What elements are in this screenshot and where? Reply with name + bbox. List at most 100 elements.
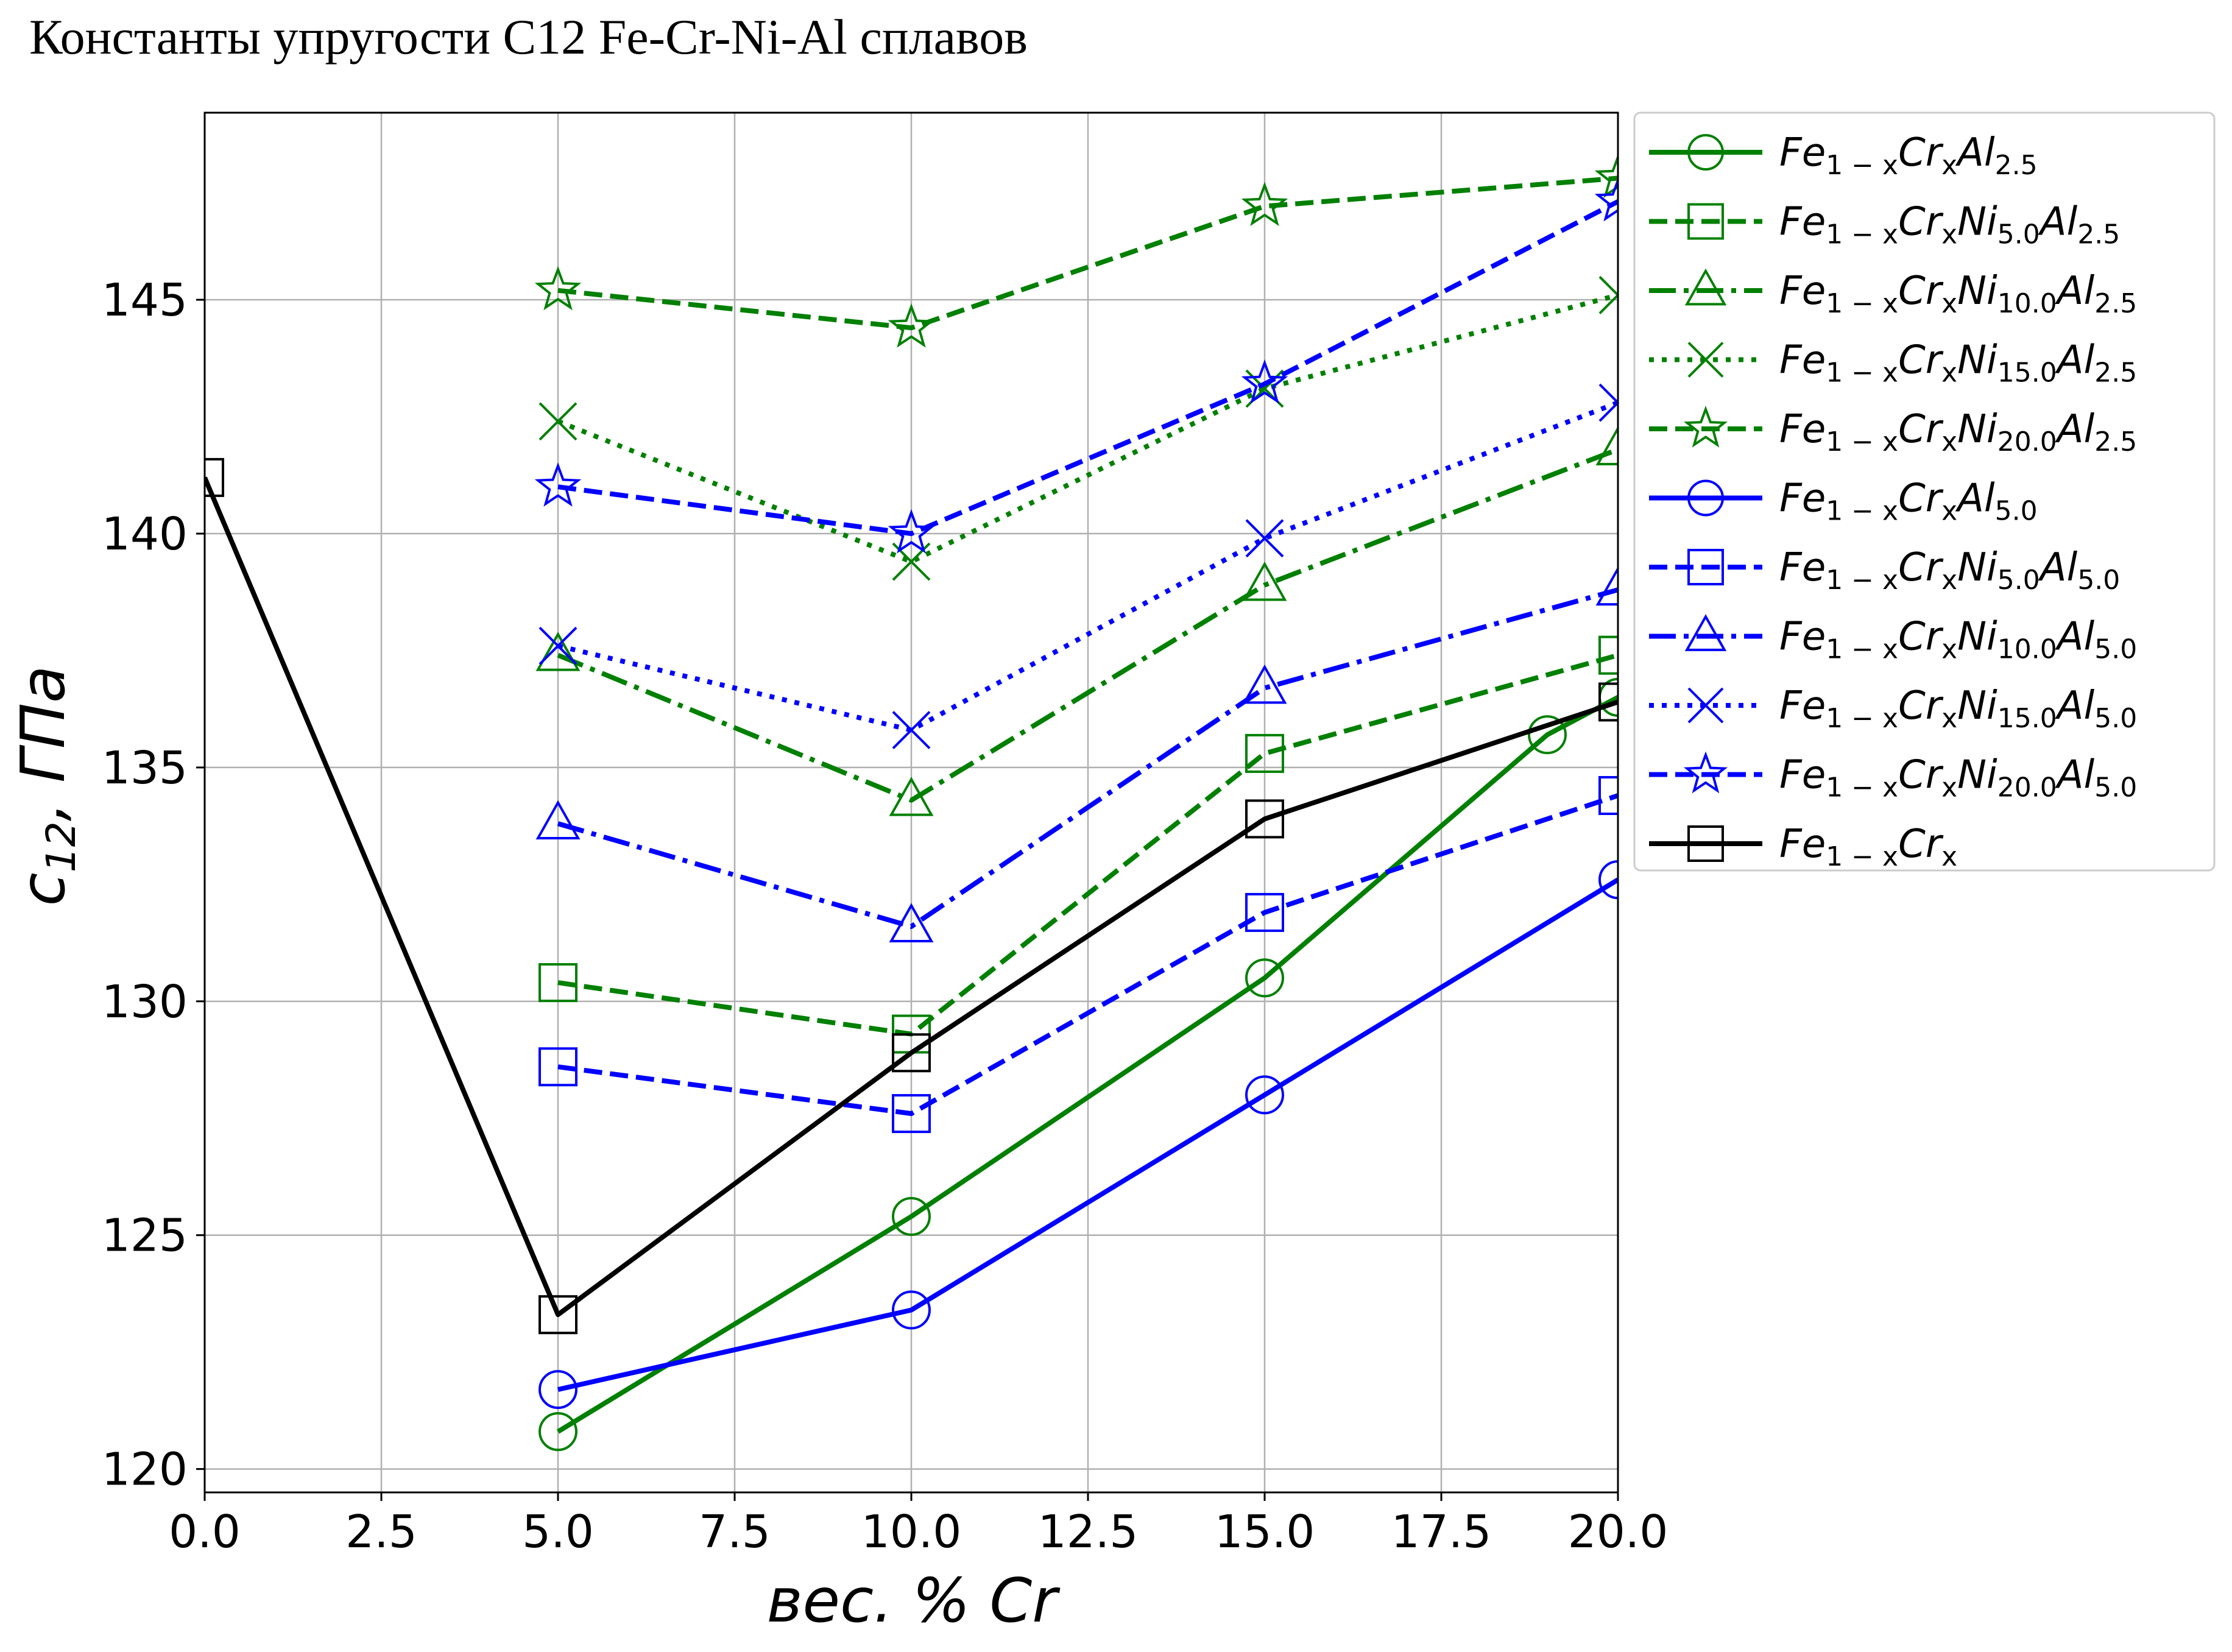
data-point: [539, 1295, 577, 1335]
x-tick-label: 2.5: [345, 1506, 417, 1558]
legend-marker: [1683, 751, 1728, 794]
x-tick-label: 5.0: [522, 1506, 594, 1558]
data-point: [1595, 426, 1618, 465]
data-point: [535, 632, 581, 671]
legend-label: Fe1 − xCrxNi5.0Al5.0: [1779, 545, 2120, 596]
series: [534, 154, 1618, 348]
legend-marker: [1683, 406, 1728, 448]
legend-item: Fe1 − xCrxNi10.0Al2.5: [1649, 268, 2137, 319]
legend-label: Fe1 − xCrxAl5.0: [1779, 476, 2038, 527]
data-point: [1245, 1075, 1284, 1115]
legend-marker: [1687, 825, 1724, 862]
data-point: [892, 1290, 931, 1330]
data-point: [539, 402, 577, 441]
legend-item: Fe1 − xCrxNi10.0Al5.0: [1649, 614, 2137, 665]
legend-item: Fe1 − xCrxNi20.0Al2.5: [1649, 406, 2137, 457]
data-point: [539, 1047, 577, 1087]
y-axis-label-unit: , ГПа: [7, 666, 79, 822]
x-axis-label: вес. % Cr: [767, 1565, 1061, 1636]
data-point: [1595, 566, 1618, 606]
data-point: [1242, 664, 1287, 704]
x-tick-label: 15.0: [1215, 1506, 1315, 1558]
data-point: [1241, 182, 1288, 227]
legend-label: Fe1 − xCrxAl2.5: [1779, 130, 2038, 181]
legend-item: Fe1 − xCrxAl2.5: [1649, 130, 2038, 181]
series: [205, 457, 1618, 1335]
y-tick-label: 120: [102, 1444, 188, 1496]
legend-item: Fe1 − xCrx: [1649, 822, 1957, 872]
legend-label: Fe1 − xCrxNi20.0Al5.0: [1779, 753, 2137, 803]
series-line: [205, 476, 1618, 1318]
data-point: [1245, 799, 1284, 839]
data-point: [1245, 733, 1284, 773]
x-tick-label: 17.5: [1391, 1506, 1492, 1558]
data-point: [534, 266, 582, 311]
legend-marker: [1684, 614, 1727, 651]
data-point: [1245, 519, 1284, 558]
data-point: [1245, 892, 1284, 932]
y-axis-label-sub: 12: [38, 821, 85, 872]
data-point: [1598, 682, 1618, 722]
series-line: [557, 652, 1618, 1037]
series-line: [557, 175, 1618, 331]
y-tick-label: 135: [102, 742, 188, 794]
series: [535, 566, 1618, 942]
legend-box: [1633, 111, 2216, 872]
series-line: [557, 877, 1618, 1393]
data-point: [1594, 177, 1618, 222]
data-point: [539, 1370, 577, 1410]
data-point: [892, 1094, 931, 1134]
series: [534, 177, 1618, 554]
data-point: [534, 462, 582, 507]
data-point: [892, 1033, 931, 1073]
data-point: [1598, 635, 1618, 675]
x-tick-label: 10.0: [861, 1506, 962, 1558]
series-group: [205, 154, 1618, 1452]
legend-item: Fe1 − xCrxNi20.0Al5.0: [1649, 751, 2137, 803]
data-point: [1245, 958, 1284, 998]
legend-marker: [1687, 203, 1724, 240]
legend-marker: [1684, 268, 1727, 306]
data-point: [888, 303, 935, 348]
data-point: [888, 509, 935, 554]
x-tick-label: 20.0: [1568, 1506, 1669, 1558]
data-point: [205, 457, 224, 497]
data-point: [892, 711, 931, 749]
series-line: [556, 695, 1618, 1434]
legend-label: Fe1 − xCrxNi5.0Al2.5: [1779, 200, 2120, 250]
series: [539, 775, 1618, 1134]
data-point: [1598, 276, 1618, 314]
data-point: [539, 1412, 577, 1452]
series-line: [557, 793, 1618, 1117]
x-tick-label: 0.0: [169, 1506, 241, 1558]
data-point: [539, 626, 577, 665]
legend-label: Fe1 − xCrxNi15.0Al2.5: [1779, 338, 2137, 389]
legend-item: Fe1 − xCrxNi5.0Al5.0: [1649, 545, 2120, 596]
legend-item: Fe1 − xCrxAl5.0: [1649, 476, 2038, 527]
legend-label: Fe1 − xCrxNi10.0Al5.0: [1779, 615, 2137, 665]
series-line: [557, 400, 1618, 733]
data-point: [1242, 561, 1287, 601]
legend-item: Fe1 − xCrxNi15.0Al5.0: [1649, 683, 2137, 734]
x-tick-label: 7.5: [699, 1506, 771, 1558]
axis-ticks: 0.0 2.5 5.0 7.5 10.0 12.5 15.0 17.5 20.0 120 125 13…: [102, 274, 1669, 1558]
series: [535, 426, 1618, 816]
series: [539, 860, 1618, 1410]
legend-marker: [1687, 134, 1724, 171]
series-line: [557, 292, 1618, 565]
y-tick-label: 125: [102, 1210, 188, 1262]
series: [539, 383, 1618, 749]
legend-label: Fe1 − xCrxNi10.0Al2.5: [1779, 269, 2137, 319]
data-point: [1241, 359, 1288, 404]
legend-item: Fe1 − xCrxNi15.0Al2.5: [1649, 338, 2137, 389]
y-axis-label: c12, ГПа: [7, 666, 85, 906]
legend-marker: [1687, 549, 1724, 585]
data-point: [1528, 715, 1567, 755]
legend-label: Fe1 − xCrxNi15.0Al5.0: [1779, 683, 2137, 734]
legend-label: Fe1 − xCrx: [1779, 822, 1957, 872]
y-tick-label: 130: [102, 976, 188, 1028]
legend: Fe1 − xCrxAl2.5 Fe1 − xCrxNi5.0Al2.5 Fe1 −…: [1633, 111, 2216, 872]
x-tick-label: 12.5: [1038, 1506, 1139, 1558]
data-point: [889, 903, 934, 942]
